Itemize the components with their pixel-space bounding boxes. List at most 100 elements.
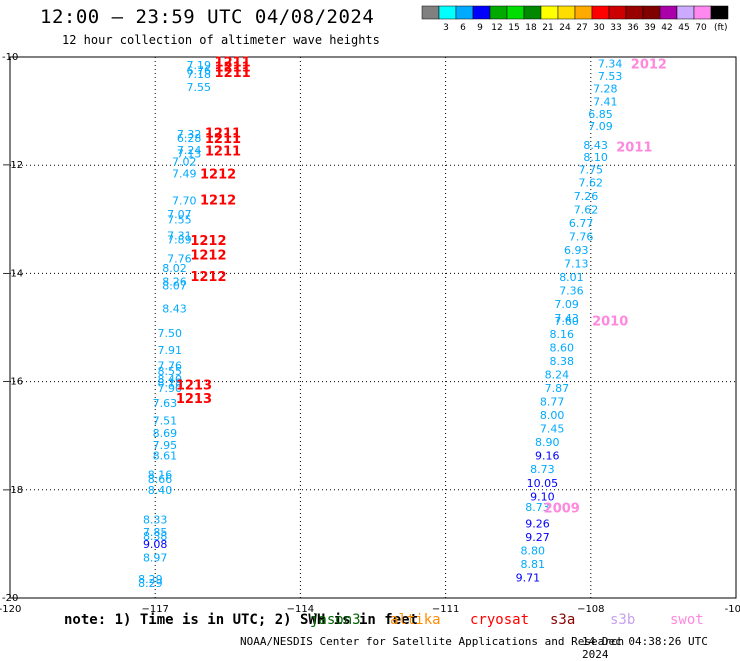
wave-height-label: 7.62 <box>579 177 604 190</box>
wave-height-label: 7.31 <box>167 230 192 243</box>
colorbar-label: 33 <box>610 23 621 33</box>
wave-height-label: 7.28 <box>593 82 618 95</box>
colorbar-label: 12 <box>491 23 502 33</box>
wave-height-label: 7.90 <box>157 382 182 395</box>
wave-height-label: 8.38 <box>143 530 168 543</box>
colorbar-swatch <box>557 5 576 20</box>
wave-height-label: 9.27 <box>525 531 550 544</box>
chart-title: 12:00 – 23:59 UTC 04/08/2024 <box>40 6 375 28</box>
wave-height-label: 8.66 <box>148 473 173 486</box>
footer-note: note: 1) Time is in UTC; 2) SWH is in fe… <box>64 612 419 628</box>
colorbar-swatch <box>625 5 644 20</box>
colorbar-swatch <box>489 5 508 20</box>
colorbar-label: 9 <box>477 23 483 33</box>
colorbar-swatch <box>574 5 593 20</box>
satellite-altika: altika <box>390 612 441 628</box>
wave-height-label: 6.93 <box>564 244 589 257</box>
wave-height-label: 8.24 <box>545 369 570 382</box>
wave-height-label: 7.13 <box>564 258 589 271</box>
x-tick-label: -105 <box>725 604 740 615</box>
colorbar-swatch <box>710 5 729 20</box>
time-label: 1211 <box>215 61 251 76</box>
wave-height-label: 10.05 <box>527 477 559 490</box>
satellite-s3a: s3a <box>550 612 576 628</box>
wave-height-label: 7.76 <box>157 359 182 372</box>
wave-height-label: 8.29 <box>138 573 163 586</box>
time-label: 1211 <box>215 55 251 70</box>
colorbar-swatch <box>659 5 678 20</box>
wave-height-label: 7.87 <box>545 382 570 395</box>
wave-height-label: 9.08 <box>143 538 168 551</box>
satellite-swot: swot <box>670 612 704 628</box>
colorbar-unit: (ft) <box>714 23 728 33</box>
wave-height-label: 7.07 <box>167 208 192 221</box>
time-label: 1213 <box>176 378 212 393</box>
y-tick-label: −18 <box>2 485 23 496</box>
colorbar-label: 70 <box>695 23 707 33</box>
colorbar-swatch <box>676 5 695 20</box>
wave-height-label: 7.91 <box>157 344 182 357</box>
colorbar-swatch <box>421 5 440 20</box>
time-label: 1211 <box>215 66 251 81</box>
colorbar-label: 21 <box>542 23 553 33</box>
wave-height-label: 9.26 <box>525 517 550 530</box>
colorbar-swatch <box>642 5 661 20</box>
wave-height-label: 7.19 <box>187 59 212 72</box>
colorbar-label: 42 <box>661 23 672 33</box>
wave-height-label: 8.73 <box>530 463 555 476</box>
wave-height-label: 7.32 <box>177 128 202 141</box>
colorbar-swatch <box>472 5 491 20</box>
x-tick-label: −114 <box>287 604 314 615</box>
wave-height-label: 8.01 <box>559 271 584 284</box>
y-tick-label: −14 <box>2 268 23 279</box>
wave-height-label: 8.43 <box>162 303 187 316</box>
satellite-s3b: s3b <box>610 612 636 628</box>
wave-height-label: 7.70 <box>172 194 197 207</box>
y-tick-label: −12 <box>2 160 23 171</box>
plot-frame <box>9 56 737 599</box>
wave-height-label: 7.55 <box>167 213 192 226</box>
time-label: 2010 <box>592 314 628 329</box>
wave-height-label: 8.16 <box>148 469 173 482</box>
y-tick-label: -20 <box>2 593 18 604</box>
time-label: 1211 <box>205 145 241 160</box>
x-tick-label: -120 <box>0 604 21 615</box>
time-label: 2009 <box>544 502 580 517</box>
wave-height-label: 9.71 <box>516 571 541 584</box>
x-tick-label: −111 <box>432 604 459 615</box>
wave-height-label: 8.02 <box>162 262 187 275</box>
wave-height-label: 7.55 <box>187 81 212 94</box>
colorbar-swatch <box>540 5 559 20</box>
colorbar-swatch <box>506 5 525 20</box>
colorbar-label: 3 <box>443 23 449 33</box>
wave-height-label: 7.34 <box>598 57 623 70</box>
wave-height-label: 7.45 <box>540 423 565 436</box>
colorbar-label: 24 <box>559 23 571 33</box>
time-label: 1212 <box>200 193 236 208</box>
colorbar-label: 27 <box>576 23 587 33</box>
colorbar-label: 15 <box>508 23 519 33</box>
wave-height-label: 7.26 <box>574 190 599 203</box>
wave-height-label: 8.38 <box>550 355 575 368</box>
colorbar-swatch <box>455 5 474 20</box>
wave-height-label: 7.85 <box>143 526 168 539</box>
wave-height-label: 7.41 <box>593 95 618 108</box>
wave-height-label: 8.69 <box>153 427 178 440</box>
wave-height-label: 7.18 <box>187 68 212 81</box>
wave-height-label: 8.43 <box>583 139 608 152</box>
wave-height-label: 8.00 <box>540 409 565 422</box>
satellite-cryosat: cryosat <box>470 612 530 628</box>
chart-subtitle: 12 hour collection of altimeter wave hei… <box>62 33 380 47</box>
wave-height-label: 8.16 <box>550 328 575 341</box>
wave-height-label: 7.09 <box>554 298 579 311</box>
wave-height-label: 7.50 <box>157 327 182 340</box>
colorbar-label: 18 <box>525 23 537 33</box>
wave-height-label: 8.29 <box>138 577 163 590</box>
wave-height-label: 8.26 <box>162 276 187 289</box>
time-label: 1213 <box>176 392 212 407</box>
wave-height-label: 7.36 <box>559 285 584 298</box>
wave-height-label: 6.76 <box>187 65 212 78</box>
wave-height-label: 8.80 <box>520 544 545 557</box>
wave-height-label: 7.13 <box>177 147 202 160</box>
wave-height-label: 8.18 <box>157 377 182 390</box>
